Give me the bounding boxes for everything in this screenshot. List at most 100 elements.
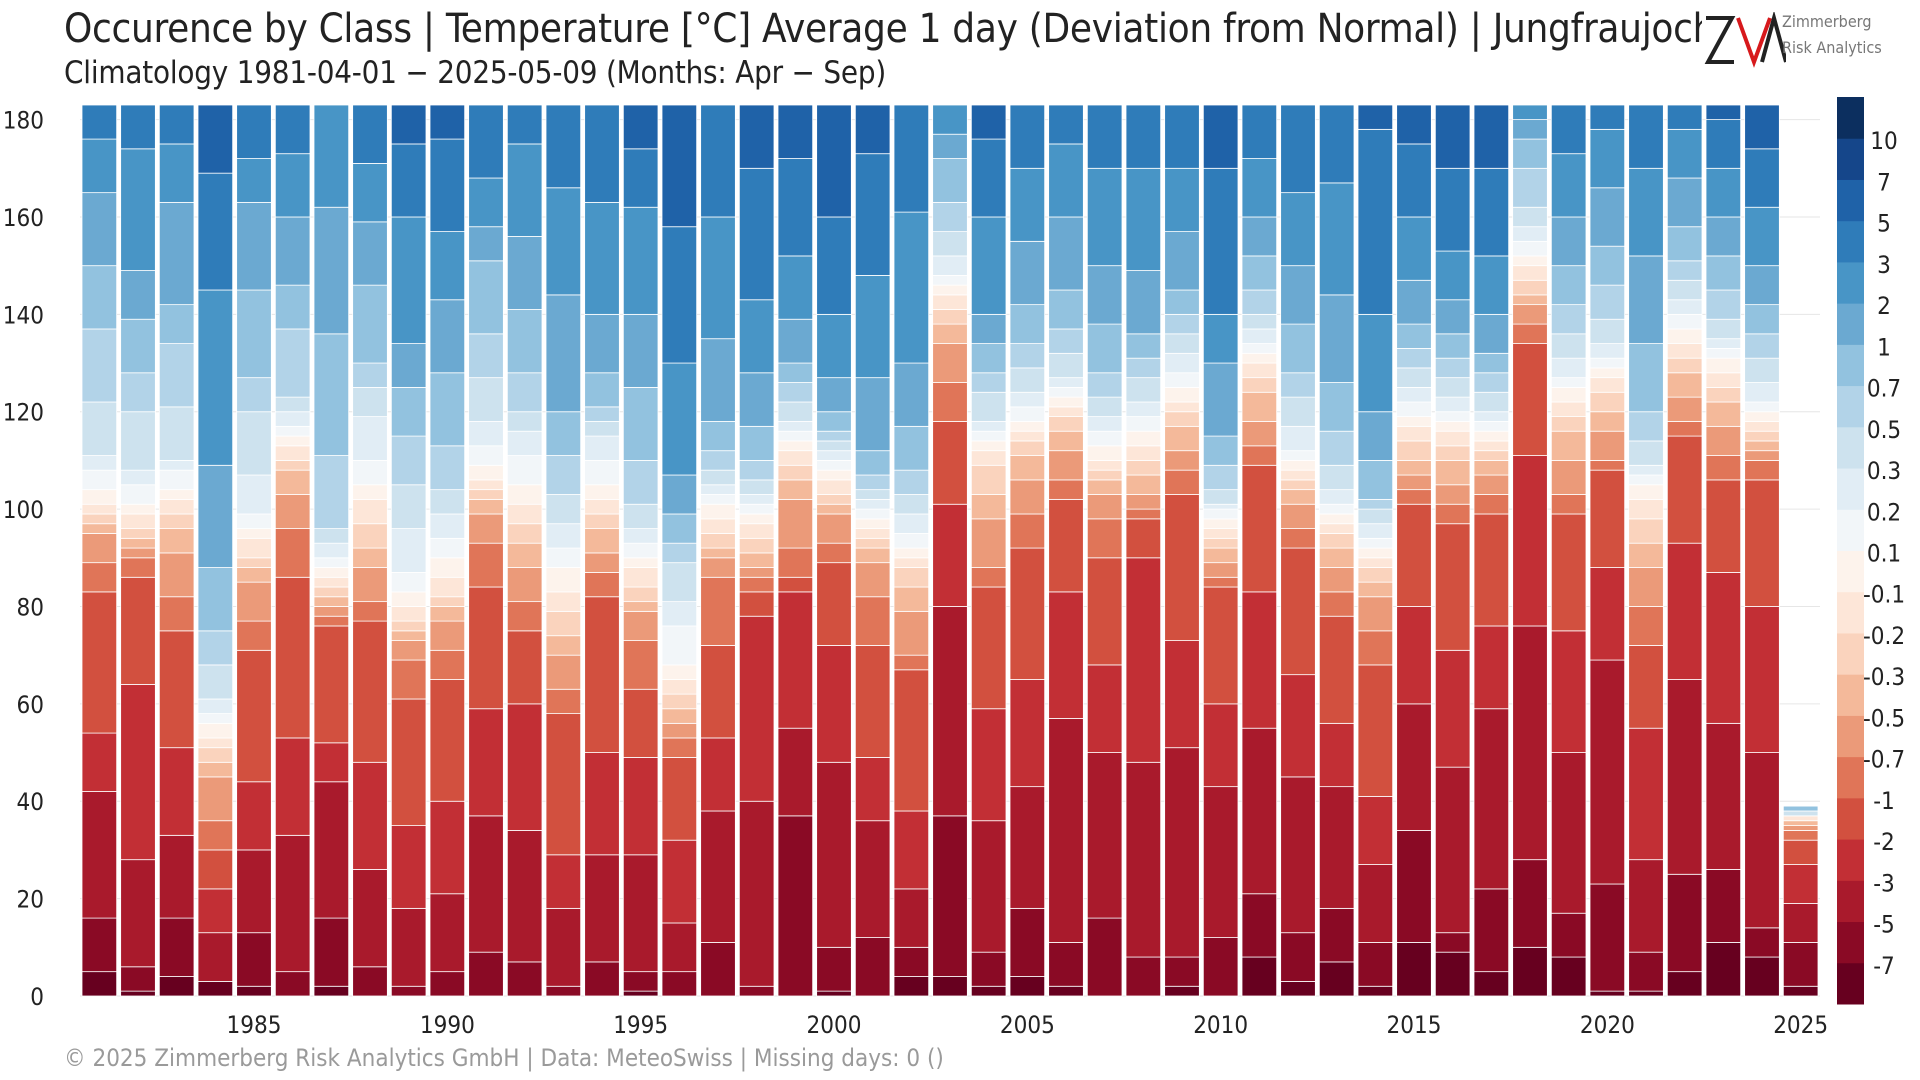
bar-segment <box>390 572 427 593</box>
bar-segment <box>1550 265 1587 306</box>
bar-segment <box>777 104 814 159</box>
bar-segment <box>1782 815 1819 822</box>
bar-segment <box>1164 985 1200 997</box>
bar-segment <box>1125 445 1162 461</box>
bar-segment <box>429 299 466 374</box>
colorbar-swatch <box>1837 426 1864 469</box>
colorbar-swatch <box>1837 179 1864 222</box>
bar-segment <box>1009 367 1046 393</box>
logo-line1: Zimmerberg <box>1782 12 1872 31</box>
bar-segment <box>1048 430 1084 452</box>
bar-segment <box>622 757 659 856</box>
bar-segment <box>1744 304 1780 335</box>
bar-segment <box>1666 372 1703 398</box>
bar-segment <box>274 737 311 836</box>
bar-segment <box>1550 153 1587 218</box>
colorbar-swatch <box>1837 220 1864 263</box>
bar-segment <box>738 104 775 169</box>
bar-segment <box>1280 528 1316 549</box>
bar-segment <box>622 640 659 690</box>
bar-segment <box>932 158 968 203</box>
bar-segment <box>777 430 814 442</box>
bar-segment <box>622 557 659 568</box>
colorbar-swatch <box>1837 550 1864 593</box>
colorbar-swatch <box>1837 674 1864 716</box>
bar-segment <box>661 922 698 973</box>
bar-segment <box>429 606 466 622</box>
bar-segment <box>120 547 156 559</box>
bar-segment <box>506 104 543 145</box>
bar-segment <box>1434 299 1471 335</box>
bar-segment <box>545 187 582 296</box>
bar-segment <box>352 523 388 549</box>
bar-segment <box>622 386 659 461</box>
bar-segment <box>1048 352 1084 379</box>
bar-segment <box>1318 513 1355 525</box>
bar-segment <box>970 494 1007 520</box>
bar-segment <box>1086 752 1123 919</box>
bar-segment <box>1666 260 1703 281</box>
bar-segment <box>1512 119 1548 140</box>
bar-segment <box>584 572 620 598</box>
colorbar-label: -2 <box>1873 828 1895 856</box>
bar-segment <box>777 401 814 422</box>
bar-segment <box>1550 494 1587 515</box>
x-tick-label: 1985 <box>227 1011 282 1039</box>
bar-segment <box>468 489 504 500</box>
bar-segment <box>700 737 736 812</box>
bar-segment <box>1589 377 1626 393</box>
bar-segment <box>1512 104 1548 121</box>
bar-segment <box>816 513 852 544</box>
bar-segment <box>1280 396 1316 427</box>
bar-segment <box>468 708 504 817</box>
bar-segment <box>1705 318 1742 340</box>
bar-segment <box>1318 464 1355 491</box>
bar-segment <box>1280 192 1316 267</box>
bar-segment <box>1512 206 1548 228</box>
bar-segment <box>1744 430 1780 442</box>
bar-segment <box>854 518 891 529</box>
bar-segment <box>816 104 852 218</box>
bar-segment <box>700 557 736 578</box>
bar-segment <box>1318 615 1355 724</box>
bar-segment <box>1396 425 1432 442</box>
bar-segment <box>816 479 852 495</box>
bar-segment <box>158 104 195 145</box>
bar-segment <box>1705 425 1742 456</box>
bar-segment <box>506 143 543 237</box>
bar-segment <box>1164 747 1200 958</box>
bar-segment <box>352 547 388 568</box>
bar-segment <box>274 445 311 461</box>
bar-segment <box>1589 391 1626 413</box>
bar-segment <box>1357 547 1394 559</box>
bar-segment <box>854 153 891 276</box>
bar-segment <box>1434 932 1471 953</box>
bar-segment <box>390 620 427 632</box>
bar-segment <box>1164 450 1200 471</box>
bar-segment <box>700 518 736 534</box>
bar-segment <box>816 216 852 315</box>
bar-segment <box>1589 318 1626 344</box>
bar-segment <box>81 591 118 734</box>
bar-segment <box>274 411 311 427</box>
bar-segment <box>1628 343 1664 413</box>
bar-segment <box>313 985 350 997</box>
bar-segment <box>197 289 234 466</box>
bar-segment <box>274 284 311 330</box>
bar-segment <box>197 104 234 174</box>
bar-segment <box>545 635 582 656</box>
bar-segment <box>236 104 272 159</box>
bar-segment <box>816 562 852 646</box>
bar-segment <box>1086 372 1123 398</box>
bar-segment <box>1086 557 1123 666</box>
bar-segment <box>197 888 234 934</box>
bar-segment <box>970 708 1007 822</box>
colorbar-label: -1 <box>1873 787 1895 815</box>
bar-segment <box>1628 518 1664 544</box>
bar-segment <box>468 464 504 481</box>
bar-segment <box>158 747 195 836</box>
bar-segment <box>236 781 272 851</box>
bar-segment <box>1473 971 1510 997</box>
bar-segment <box>1744 382 1780 403</box>
bar-segment <box>158 201 195 306</box>
